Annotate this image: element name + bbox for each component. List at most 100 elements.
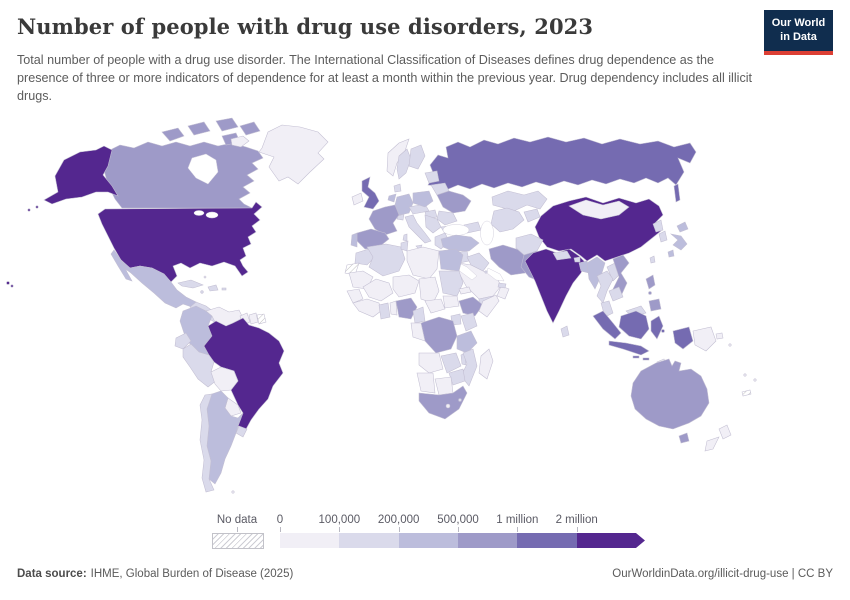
legend-bin-2[interactable] bbox=[398, 533, 458, 548]
country-turkey[interactable] bbox=[440, 234, 480, 252]
country-botswana[interactable] bbox=[434, 376, 454, 396]
country-jamaica[interactable] bbox=[200, 290, 204, 294]
country-cuba[interactable] bbox=[177, 279, 204, 289]
legend-bin-3[interactable] bbox=[457, 533, 518, 548]
country-sudan[interactable] bbox=[438, 270, 464, 297]
country-canada-arctic1[interactable] bbox=[161, 127, 185, 142]
country-morocco[interactable] bbox=[354, 248, 376, 266]
country-fiji[interactable] bbox=[753, 378, 757, 382]
country-vietnam[interactable] bbox=[612, 254, 630, 297]
country-chad[interactable] bbox=[418, 276, 440, 304]
country-hispaniola[interactable] bbox=[207, 284, 219, 292]
country-uae[interactable] bbox=[497, 282, 507, 289]
country-ghana[interactable] bbox=[378, 302, 391, 320]
country-png-newbritain[interactable] bbox=[715, 332, 724, 340]
country-libya[interactable] bbox=[406, 246, 440, 280]
country-uruguay[interactable] bbox=[235, 425, 248, 438]
country-tunisia[interactable] bbox=[400, 240, 409, 252]
country-indonesia-sulawesi[interactable] bbox=[650, 315, 664, 340]
country-thailand[interactable] bbox=[596, 270, 614, 304]
country-eritrea[interactable] bbox=[458, 286, 472, 295]
country-usa-aleutian2[interactable] bbox=[27, 208, 31, 212]
country-canada-arctic2[interactable] bbox=[187, 121, 211, 136]
country-niger[interactable] bbox=[392, 274, 420, 298]
country-kuwait[interactable] bbox=[484, 270, 488, 274]
country-indonesia-sumatra[interactable] bbox=[592, 310, 622, 340]
country-ukraine[interactable] bbox=[436, 190, 472, 214]
country-vanuatu[interactable] bbox=[743, 373, 747, 377]
country-indonesia-papua[interactable] bbox=[672, 326, 694, 350]
country-iraq[interactable] bbox=[466, 252, 490, 272]
country-japan-hokkaido[interactable] bbox=[676, 221, 689, 233]
country-mexico-baja[interactable] bbox=[110, 249, 133, 282]
country-netherlands[interactable] bbox=[387, 193, 397, 203]
country-indonesia-sunda[interactable] bbox=[632, 355, 640, 359]
country-sri-lanka[interactable] bbox=[560, 325, 570, 338]
country-philippines-luzon[interactable] bbox=[645, 274, 656, 290]
country-finland[interactable] bbox=[408, 144, 426, 170]
country-france[interactable] bbox=[368, 204, 400, 236]
country-uk[interactable] bbox=[361, 176, 380, 210]
country-lesotho[interactable] bbox=[445, 403, 451, 409]
country-gabon-congo[interactable] bbox=[410, 322, 426, 342]
country-new-caledonia[interactable] bbox=[741, 389, 752, 397]
country-usa-alaska[interactable] bbox=[43, 145, 119, 205]
country-new-zealand-north[interactable] bbox=[718, 424, 732, 440]
country-greenland[interactable] bbox=[258, 124, 329, 185]
country-china[interactable] bbox=[534, 196, 664, 262]
country-ecuador[interactable] bbox=[174, 332, 192, 350]
country-canada[interactable] bbox=[103, 141, 264, 209]
country-sweden[interactable] bbox=[396, 148, 412, 180]
country-chile[interactable] bbox=[199, 393, 215, 493]
country-south-korea[interactable] bbox=[658, 230, 668, 243]
country-romania[interactable] bbox=[436, 210, 458, 226]
country-australia[interactable] bbox=[630, 358, 710, 430]
country-usa-hawaii[interactable] bbox=[6, 281, 10, 285]
country-french-guiana[interactable] bbox=[256, 313, 267, 325]
owid-logo[interactable]: Our World in Data bbox=[764, 10, 833, 55]
country-italy[interactable] bbox=[404, 214, 432, 244]
country-algeria[interactable] bbox=[366, 243, 406, 277]
country-portugal[interactable] bbox=[350, 232, 358, 248]
country-indonesia-java[interactable] bbox=[608, 340, 650, 356]
legend-bin-0[interactable] bbox=[280, 533, 340, 548]
country-balkans[interactable] bbox=[424, 214, 442, 234]
country-japan-kyushu[interactable] bbox=[667, 249, 675, 258]
country-zambia[interactable] bbox=[440, 352, 462, 374]
country-bhutan[interactable] bbox=[573, 256, 581, 263]
country-cambodia[interactable] bbox=[608, 286, 624, 302]
country-india[interactable] bbox=[524, 248, 587, 324]
country-falklands[interactable] bbox=[231, 490, 235, 494]
country-russia[interactable] bbox=[427, 136, 697, 191]
legend-bin-4[interactable] bbox=[517, 533, 577, 548]
country-oman[interactable] bbox=[496, 285, 510, 300]
country-drc[interactable] bbox=[420, 316, 458, 354]
country-indonesia-maluku[interactable] bbox=[661, 329, 665, 333]
country-baltics[interactable] bbox=[424, 170, 440, 184]
country-tanzania[interactable] bbox=[456, 330, 478, 354]
country-japan-honshu[interactable] bbox=[670, 233, 688, 251]
country-taiwan[interactable] bbox=[649, 255, 656, 264]
country-spain[interactable] bbox=[356, 228, 390, 250]
country-mozambique[interactable] bbox=[460, 348, 478, 387]
country-ireland[interactable] bbox=[351, 192, 364, 206]
country-egypt[interactable] bbox=[438, 248, 464, 272]
country-bahamas[interactable] bbox=[203, 275, 207, 279]
country-south-africa[interactable] bbox=[418, 385, 468, 420]
country-new-zealand-south[interactable] bbox=[704, 436, 720, 452]
country-kazakhstan[interactable] bbox=[491, 190, 548, 212]
country-tasmania[interactable] bbox=[678, 432, 690, 444]
country-nepal[interactable] bbox=[552, 250, 572, 261]
country-kenya[interactable] bbox=[460, 312, 478, 332]
country-solomon[interactable] bbox=[728, 343, 732, 347]
country-indonesia-kalimantan[interactable] bbox=[618, 310, 650, 340]
country-bolivia[interactable] bbox=[210, 366, 239, 392]
country-canada-arctic4[interactable] bbox=[239, 121, 261, 136]
country-puerto-rico[interactable] bbox=[221, 287, 227, 291]
country-mali[interactable] bbox=[362, 278, 394, 302]
country-russia-sakhalin[interactable] bbox=[673, 183, 681, 203]
legend-bin-1[interactable] bbox=[339, 533, 399, 548]
country-kyrgyz-tajik[interactable] bbox=[523, 208, 541, 223]
country-usa-hawaii2[interactable] bbox=[10, 284, 14, 288]
country-north-korea[interactable] bbox=[652, 219, 664, 233]
